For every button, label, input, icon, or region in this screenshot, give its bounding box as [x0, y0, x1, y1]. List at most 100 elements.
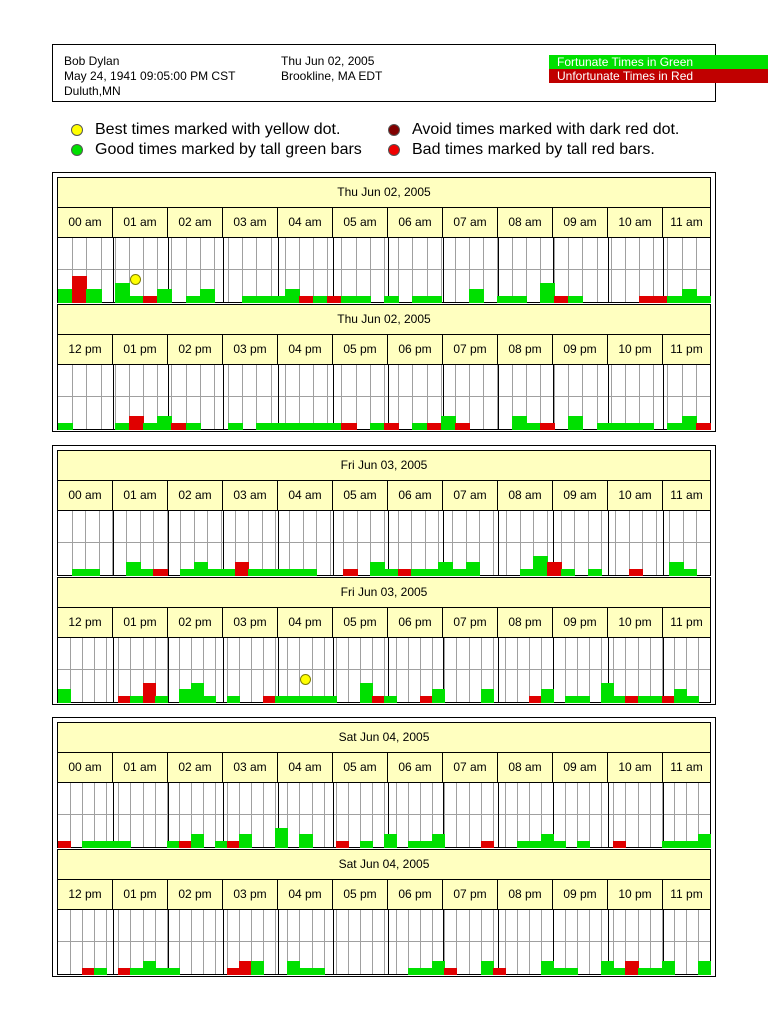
- slot-divider: [601, 638, 602, 702]
- good-bar: [553, 967, 566, 975]
- slot-divider: [613, 783, 614, 847]
- hour-divider: [663, 511, 664, 575]
- best-time-dot-icon: [130, 274, 141, 285]
- hour-divider: [663, 910, 664, 974]
- slot-divider: [384, 638, 385, 702]
- slot-divider: [696, 238, 697, 302]
- slot-divider: [420, 638, 421, 702]
- slot-divider: [130, 638, 131, 702]
- bad-bar: [625, 695, 639, 703]
- good-bar: [126, 562, 141, 576]
- good-bar: [540, 282, 555, 303]
- hour-label: 04 pm: [278, 880, 333, 909]
- hour-label: 05 am: [333, 481, 388, 510]
- good-bar: [517, 840, 530, 848]
- slot-divider: [565, 910, 566, 974]
- hour-row: 00 am 01 am 02 am 03 am 04 am 05 am 06 am 07 am…: [58, 208, 710, 238]
- bad-bar: [143, 295, 158, 303]
- slot-divider: [194, 511, 195, 575]
- good-bar: [312, 695, 325, 703]
- slot-divider: [533, 511, 534, 575]
- bad-bar: [118, 967, 131, 975]
- strip-date: Sat Jun 04, 2005: [58, 723, 710, 753]
- good-bar: [289, 568, 304, 576]
- good-bar: [481, 689, 494, 703]
- slot-divider: [540, 365, 541, 429]
- hour-divider: [168, 238, 169, 302]
- good-bar: [299, 695, 313, 703]
- good-bar: [327, 422, 342, 430]
- good-bar: [541, 689, 554, 703]
- good-bar: [194, 562, 208, 576]
- slot-divider: [143, 238, 144, 302]
- slot-divider: [639, 238, 640, 302]
- hour-label: 10 pm: [608, 608, 663, 637]
- slot-divider: [126, 511, 127, 575]
- hour-divider: [608, 511, 609, 575]
- slot-divider: [638, 910, 639, 974]
- slot-divider: [157, 365, 158, 429]
- good-bar: [432, 834, 445, 848]
- hour-divider: [113, 638, 114, 702]
- bad-bar: [493, 967, 506, 975]
- slot-divider: [285, 365, 286, 429]
- strip-date: Fri Jun 03, 2005: [58, 451, 710, 481]
- good-bar: [191, 682, 204, 703]
- good-bar: [129, 295, 144, 303]
- bad-bar: [327, 295, 342, 303]
- bad-bar: [171, 422, 187, 430]
- good-bar: [167, 840, 180, 848]
- bad-bar: [341, 422, 357, 430]
- slot-divider: [312, 783, 313, 847]
- slot-divider: [493, 638, 494, 702]
- slot-divider: [469, 783, 470, 847]
- bad-bar: [696, 422, 711, 430]
- best-time-dot-icon: [300, 674, 311, 685]
- slot-divider: [143, 783, 144, 847]
- slot-divider: [432, 638, 433, 702]
- slot-divider: [686, 638, 687, 702]
- good-bar: [384, 695, 397, 703]
- slot-divider: [227, 783, 228, 847]
- good-bar: [130, 967, 144, 975]
- hour-label: 12 pm: [58, 335, 113, 364]
- good-bar: [650, 967, 663, 975]
- hour-divider: [333, 511, 334, 575]
- good-bar: [324, 695, 337, 703]
- slot-divider: [118, 638, 119, 702]
- bad-bar: [444, 967, 457, 975]
- good-bar: [441, 416, 456, 430]
- hour-divider: [278, 910, 279, 974]
- slot-divider: [517, 638, 518, 702]
- hour-label: 03 am: [223, 753, 278, 782]
- hour-label: 00 am: [58, 208, 113, 237]
- slot-divider: [360, 638, 361, 702]
- slot-divider: [505, 638, 506, 702]
- good-bar: [601, 682, 614, 703]
- slot-divider: [324, 638, 325, 702]
- slot-divider: [360, 783, 361, 847]
- slot-divider: [432, 783, 433, 847]
- bad-bar: [653, 295, 668, 303]
- slot-divider: [186, 365, 187, 429]
- unfortunate-legend: Unfortunate Times in Red: [549, 69, 768, 83]
- good-bar: [497, 295, 513, 303]
- slot-divider: [398, 238, 399, 302]
- slot-divider: [698, 638, 699, 702]
- slot-divider: [427, 238, 428, 302]
- slot-divider: [669, 511, 670, 575]
- hour-divider: [113, 783, 114, 847]
- slot-divider: [263, 783, 264, 847]
- slot-divider: [601, 783, 602, 847]
- slot-divider: [140, 511, 141, 575]
- hour-divider: [278, 783, 279, 847]
- slot-divider: [101, 365, 102, 429]
- slot-divider: [203, 910, 204, 974]
- slot-divider: [299, 783, 300, 847]
- slot-divider: [517, 783, 518, 847]
- slot-divider: [497, 238, 498, 302]
- slot-divider: [271, 365, 272, 429]
- hour-divider: [223, 910, 224, 974]
- slot-divider: [582, 365, 583, 429]
- good-bar: [669, 562, 684, 576]
